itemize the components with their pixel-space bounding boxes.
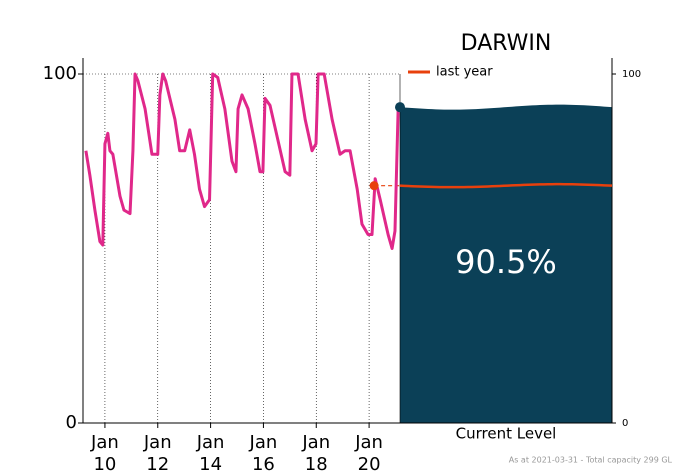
x-tick-label-line: 10 <box>93 454 116 475</box>
x-tick-label-line: 14 <box>199 454 222 475</box>
x-tick-label-line: 16 <box>252 454 275 475</box>
x-tick-label-line: Jan <box>143 432 172 453</box>
panel-label: Current Level <box>456 425 557 443</box>
x-tick-label-line: 18 <box>305 454 328 475</box>
y2-tick-label: 0 <box>622 418 628 429</box>
last-year-marker <box>369 181 379 191</box>
x-tick-label-line: 12 <box>146 454 169 475</box>
x-tick-label: Jan 14 <box>196 432 225 475</box>
current-level-label: 90.5% <box>455 243 557 281</box>
x-tick-label: Jan 10 <box>90 432 119 475</box>
x-tick-label-line: 20 <box>358 454 381 475</box>
x-tick-label-line: Jan <box>196 432 225 453</box>
y-tick-label: 0 <box>66 412 77 433</box>
current-marker <box>395 102 405 113</box>
x-tick-label-line: Jan <box>249 432 278 453</box>
y-tick-label: 100 <box>43 63 77 84</box>
x-tick-label: Jan 12 <box>143 432 172 475</box>
x-tick-label-line: Jan <box>354 432 383 453</box>
last-year-line <box>399 182 613 189</box>
legend-label: last year <box>436 65 493 80</box>
x-tick-label: Jan 20 <box>354 432 383 475</box>
x-tick-label: Jan 16 <box>249 432 278 475</box>
x-tick-label: Jan 18 <box>301 432 330 475</box>
level-line <box>84 72 402 250</box>
y2-tick-label: 100 <box>622 69 641 80</box>
chart-title: DARWIN <box>461 31 552 56</box>
x-tick-label-line: Jan <box>90 432 119 453</box>
x-tick-label-line: Jan <box>301 432 330 453</box>
footnote: As at 2021-03-31 - Total capacity 299 GL <box>509 456 673 465</box>
